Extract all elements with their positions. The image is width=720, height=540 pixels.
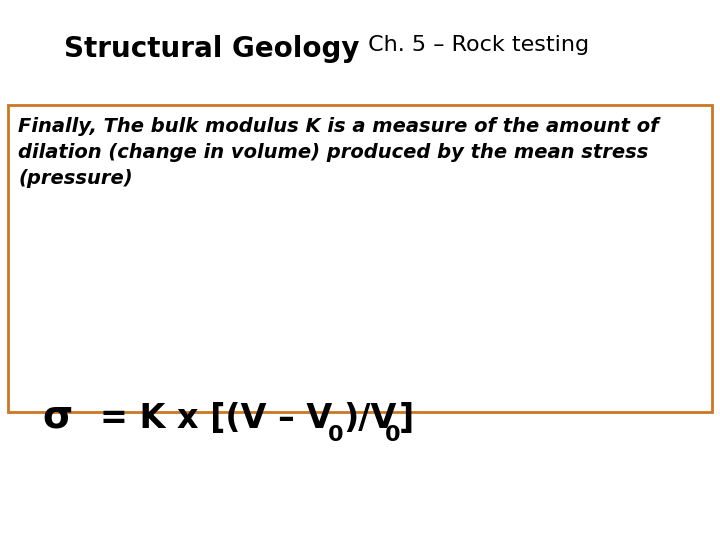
- Text: 0: 0: [385, 425, 400, 445]
- Text: Finally, The bulk modulus K is a measure of the amount of
dilation (change in vo: Finally, The bulk modulus K is a measure…: [18, 117, 659, 187]
- Text: ]: ]: [399, 402, 414, 435]
- Text: = K x [(V – V: = K x [(V – V: [100, 402, 332, 435]
- Text: 0: 0: [328, 425, 343, 445]
- Text: Ch. 5 – Rock testing: Ch. 5 – Rock testing: [361, 35, 590, 55]
- FancyBboxPatch shape: [8, 105, 712, 412]
- Text: σ: σ: [42, 397, 72, 435]
- Text: Structural Geology: Structural Geology: [65, 35, 360, 63]
- Text: )/V: )/V: [343, 402, 397, 435]
